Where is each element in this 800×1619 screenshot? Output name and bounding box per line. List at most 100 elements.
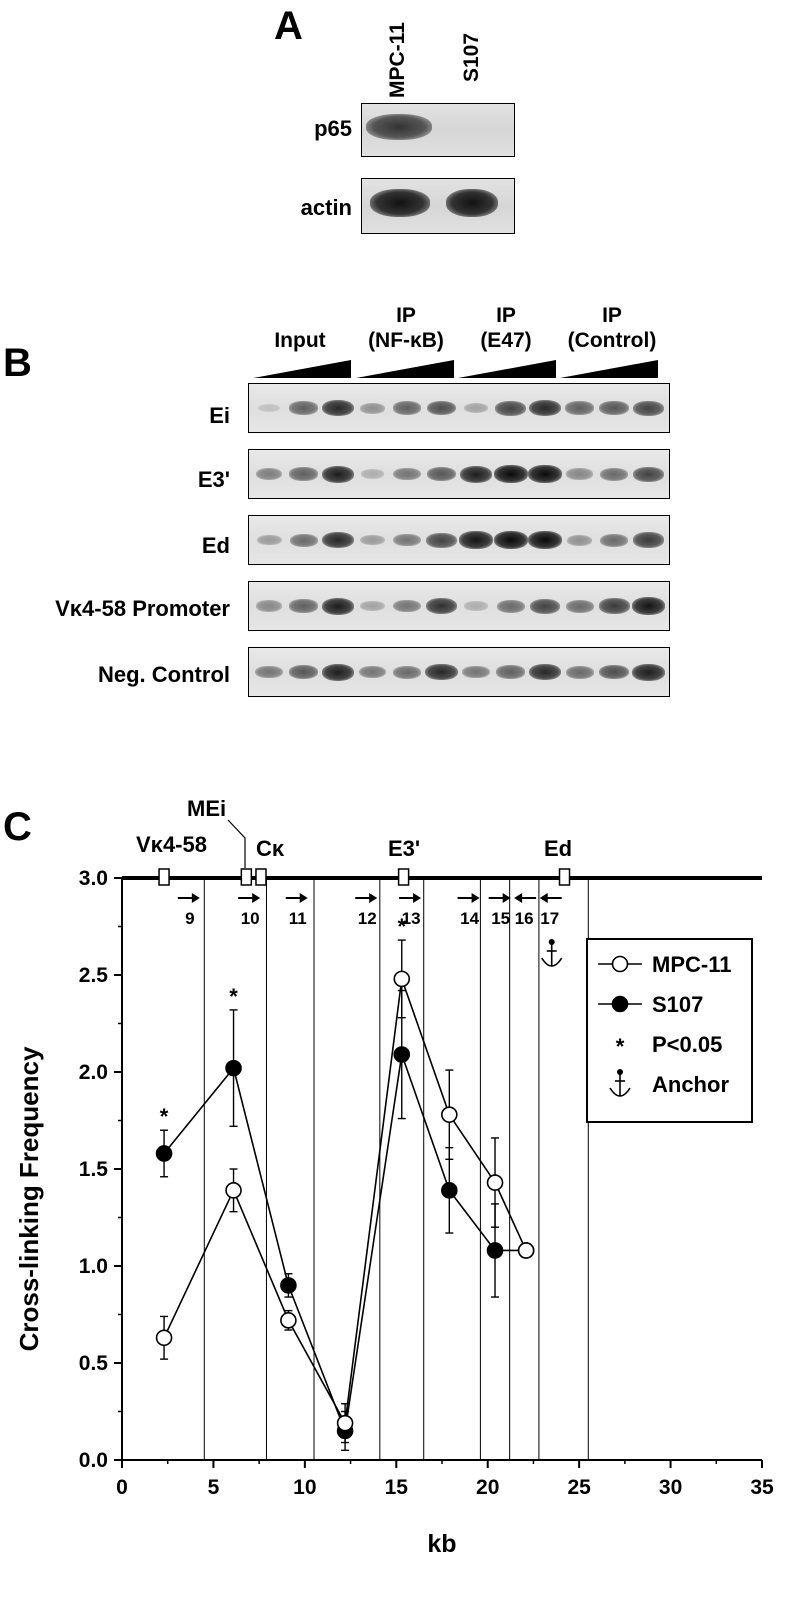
gel-band <box>255 600 283 612</box>
primer-number: 12 <box>358 909 377 928</box>
group-header-line2: (Control) <box>567 329 657 352</box>
y-tick-label: 1.0 <box>79 1255 108 1278</box>
wedge-e47 <box>458 360 556 378</box>
gel-band <box>528 531 562 549</box>
gel-band <box>600 533 628 547</box>
gene-element-box <box>255 868 267 886</box>
gel-band <box>459 465 493 483</box>
y-tick-label: 0.0 <box>79 1449 108 1472</box>
gel-band <box>321 531 355 549</box>
wedge-nfkb <box>356 360 454 378</box>
legend-marker-filled <box>611 995 629 1013</box>
primer-arrow-head <box>539 893 548 903</box>
data-point-s107 <box>486 1242 504 1259</box>
x-tick-label: 20 <box>476 1476 499 1499</box>
primer-arrow-head <box>369 893 378 903</box>
x-tick-label: 35 <box>750 1476 774 1499</box>
panel-c-letter: C <box>3 805 32 849</box>
gel-band <box>462 665 490 679</box>
y-tick-label: 3.0 <box>79 867 108 890</box>
map-label-e3prime: E3' <box>388 836 420 861</box>
gel-row-e3prime <box>248 449 670 499</box>
gel-band <box>321 465 355 483</box>
p65-band-mpc11 <box>366 114 432 140</box>
group-header-line2: (E47) <box>480 329 532 352</box>
significance-star: * <box>397 914 406 939</box>
gel-band <box>255 468 283 480</box>
gel-band <box>289 401 318 415</box>
data-point-s107 <box>280 1277 297 1294</box>
gel-band <box>321 597 355 615</box>
titration-wedges <box>253 360 658 378</box>
data-point-mpc-11 <box>336 1414 354 1432</box>
gel-band <box>633 532 664 548</box>
gel-row-ed <box>248 515 670 565</box>
anchor-icon <box>541 939 563 967</box>
gene-element-box <box>558 868 571 886</box>
data-point-s107 <box>225 1059 242 1077</box>
gel-label-ed: Ed <box>201 533 230 558</box>
anchor-ring <box>617 1069 623 1075</box>
anchor-arms <box>609 1087 631 1097</box>
gel-band <box>493 531 528 549</box>
blot-label-p65: p65 <box>314 116 352 141</box>
gel-band <box>528 399 562 417</box>
data-point-mpc-11 <box>486 1174 504 1191</box>
gel-band <box>496 665 525 679</box>
significance-star: * <box>229 984 238 1009</box>
legend-star: * <box>616 1034 625 1059</box>
gene-element-box <box>397 868 410 886</box>
gel-band <box>426 400 457 416</box>
gel-band <box>599 664 629 680</box>
gel-band <box>321 399 355 417</box>
gel-band <box>359 402 386 414</box>
western-blot-p65 <box>361 103 515 157</box>
primer-arrow-head <box>413 893 422 903</box>
gel-band <box>321 663 355 681</box>
anchor-arms <box>541 957 563 967</box>
gel-label-vk-promoter: Vκ4-58 Promoter <box>55 596 230 621</box>
gel-band <box>529 598 561 614</box>
group-header-line1: IP <box>602 304 622 327</box>
gel-band <box>360 469 385 479</box>
gel-band <box>393 599 421 613</box>
x-tick-label: 15 <box>385 1476 409 1499</box>
wedge-input <box>253 360 351 378</box>
lane-label-mpc11: MPC-11 <box>386 22 409 98</box>
y-tick-label: 1.5 <box>79 1158 109 1181</box>
gel-row-neg-control <box>248 647 670 697</box>
series-line-s107 <box>163 1054 527 1434</box>
panel-b-letter: B <box>3 341 32 385</box>
actin-band-s107 <box>446 189 498 217</box>
map-label-ed: Ed <box>544 836 572 861</box>
gel-band <box>566 534 593 546</box>
gel-band <box>289 599 318 613</box>
primer-number: 17 <box>540 909 559 928</box>
y-axis-title: Cross-linking Frequency <box>14 1046 44 1351</box>
wedge-control <box>560 360 658 378</box>
data-point-mpc-11 <box>225 1182 242 1199</box>
gel-row-vk-promoter <box>248 581 670 631</box>
data-point-mpc-11 <box>393 970 411 988</box>
primer-arrow-head <box>471 893 480 903</box>
gel-label-ei: Ei <box>209 403 230 428</box>
x-tick-label: 25 <box>567 1476 591 1499</box>
y-tick-label: 0.5 <box>79 1352 109 1375</box>
gel-band <box>633 466 664 482</box>
gel-band <box>632 663 665 681</box>
data-point-mpc-11 <box>517 1242 535 1259</box>
map-label-vk4-58: Vκ4-58 <box>136 832 207 857</box>
primer-number: 16 <box>515 909 534 928</box>
gel-band <box>565 401 594 415</box>
gel-band <box>599 401 629 415</box>
group-header-control: IP (Control) <box>552 303 672 353</box>
gel-band <box>358 665 387 679</box>
gel-band <box>426 467 457 481</box>
group-header-input: Input <box>252 303 348 353</box>
actin-band-mpc11 <box>370 189 430 217</box>
gene-element-box <box>158 868 170 886</box>
group-header-e47: IP (E47) <box>456 303 556 353</box>
group-header-line2: Input <box>274 329 326 352</box>
gel-band <box>289 467 318 481</box>
gel-band <box>425 598 458 614</box>
